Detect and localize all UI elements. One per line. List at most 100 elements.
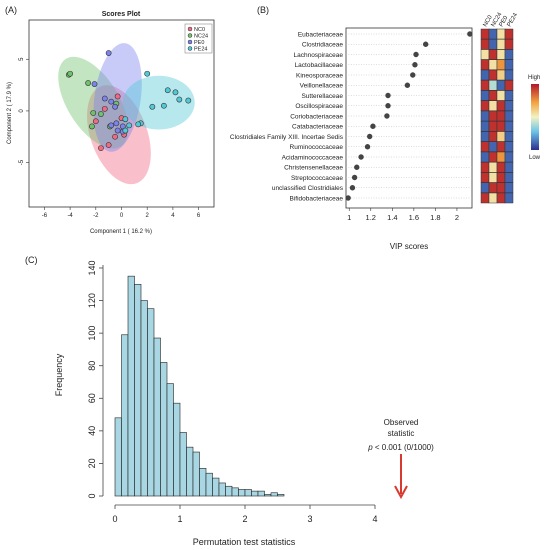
point-pe0 xyxy=(101,95,108,102)
heatmap-cell xyxy=(496,80,506,91)
observed-label-line2: statistic xyxy=(388,429,415,438)
histogram-bar xyxy=(212,477,220,497)
panel-label-c: (C) xyxy=(25,255,38,265)
heatmap-cell xyxy=(488,151,498,163)
heatmap-cell xyxy=(504,100,514,111)
heatmap-cell xyxy=(504,131,514,142)
scores-plot-ylabel: Component 2 ( 17.9 %) xyxy=(7,82,13,144)
heatmap-cell xyxy=(488,192,498,204)
histogram-xlabel: Permutation test statistics xyxy=(193,537,296,547)
point-pe0 xyxy=(108,122,115,129)
histogram-bar xyxy=(127,275,135,497)
point-nc0 xyxy=(112,133,118,140)
histogram-ytick-label: 120 xyxy=(87,293,97,308)
heatmap-cell xyxy=(480,80,490,91)
point-pe24 xyxy=(126,122,133,129)
histogram-bar xyxy=(277,494,285,497)
heatmap-cell xyxy=(488,28,498,40)
histogram-xtick-label: 3 xyxy=(307,514,312,524)
histogram-bar xyxy=(173,402,181,497)
histogram-xtick-label: 4 xyxy=(372,514,377,524)
histogram-ytick-label: 40 xyxy=(87,426,97,436)
point-pe0 xyxy=(114,127,121,134)
heatmap-cell xyxy=(488,49,498,60)
histogram-bar xyxy=(166,383,174,497)
vip-point xyxy=(404,82,411,88)
point-nc0 xyxy=(114,93,121,100)
point-pe24 xyxy=(122,116,129,123)
point-nc0 xyxy=(92,118,99,125)
vip-plot-xlabel: VIP scores xyxy=(390,242,429,251)
vip-point xyxy=(364,144,371,150)
point-pe0 xyxy=(108,98,115,105)
heatmap-cell xyxy=(480,121,490,132)
vip-point xyxy=(351,174,358,181)
point-pe24 xyxy=(172,89,179,96)
point-pe0 xyxy=(91,81,98,87)
vip-point xyxy=(370,123,376,129)
histogram-xtick-label: 0 xyxy=(112,514,117,524)
vip-category-label: Acidaminococcaceae xyxy=(282,154,344,161)
scores-xtick-label: 4 xyxy=(171,213,175,219)
heatmap-cell xyxy=(480,141,490,152)
vip-point xyxy=(412,62,418,68)
point-pe24 xyxy=(149,103,156,110)
heatmap-cell xyxy=(480,192,490,204)
scores-ytick-label: -5 xyxy=(19,159,25,165)
legend-marker-pe0 xyxy=(187,39,193,45)
point-pe0 xyxy=(113,120,120,127)
heatmap-cell xyxy=(504,28,514,40)
histogram-bar xyxy=(231,487,239,497)
histogram-bar xyxy=(238,489,246,497)
point-pe24 xyxy=(160,102,167,109)
vip-point xyxy=(354,164,360,170)
vip-point xyxy=(384,113,390,119)
heatmap-cell xyxy=(496,59,506,70)
heatmap-cell xyxy=(504,192,514,204)
heatmap-cell xyxy=(496,100,506,111)
heatmap-cell xyxy=(480,151,490,163)
histogram-bar xyxy=(114,417,122,497)
observed-label-line1: Observed xyxy=(384,418,419,427)
vip-point xyxy=(385,92,391,99)
heatmap-cell xyxy=(496,172,506,183)
point-nc24 xyxy=(89,123,95,130)
heatmap-cell xyxy=(504,162,514,173)
heatmap-cell xyxy=(504,141,514,152)
histogram-bar xyxy=(153,337,161,497)
histogram-bar xyxy=(140,300,148,497)
scores-xtick-label: 2 xyxy=(146,213,150,219)
scores-xtick-label: -6 xyxy=(42,213,48,219)
legend-label-pe24: PE24 xyxy=(194,47,207,53)
point-pe0 xyxy=(105,50,112,56)
vip-colorbar xyxy=(531,84,539,150)
heatmap-cell xyxy=(496,151,506,163)
heatmap-cell xyxy=(504,90,514,101)
point-pe24 xyxy=(164,87,171,94)
heatmap-cell xyxy=(496,182,506,193)
scores-xtick-label: -2 xyxy=(93,213,99,219)
heatmap-cell xyxy=(488,90,498,101)
heatmap-cell xyxy=(488,80,498,91)
scores-plot-xlabel: Component 1 ( 16.2 %) xyxy=(90,229,152,235)
heatmap-cell xyxy=(504,151,514,163)
point-pe0 xyxy=(119,123,126,130)
heatmap-column-label: NC0 xyxy=(483,14,495,28)
vip-point xyxy=(349,185,356,191)
histogram-bar xyxy=(147,308,155,497)
vip-xtick-label: 1 xyxy=(347,213,351,222)
vip-category-label: Veillonellaceae xyxy=(300,83,344,90)
histogram-bar xyxy=(179,432,187,497)
point-nc0 xyxy=(101,105,108,112)
vip-xtick-label: 1.4 xyxy=(387,213,397,222)
heatmap-cell xyxy=(496,90,506,101)
heatmap-cell xyxy=(488,110,498,122)
point-pe24 xyxy=(135,121,142,128)
heatmap-cell xyxy=(504,121,514,132)
colorbar-high-label: High xyxy=(528,75,540,81)
point-pe0 xyxy=(112,103,118,110)
histogram-bar xyxy=(270,492,278,497)
histogram-bar xyxy=(225,485,233,497)
